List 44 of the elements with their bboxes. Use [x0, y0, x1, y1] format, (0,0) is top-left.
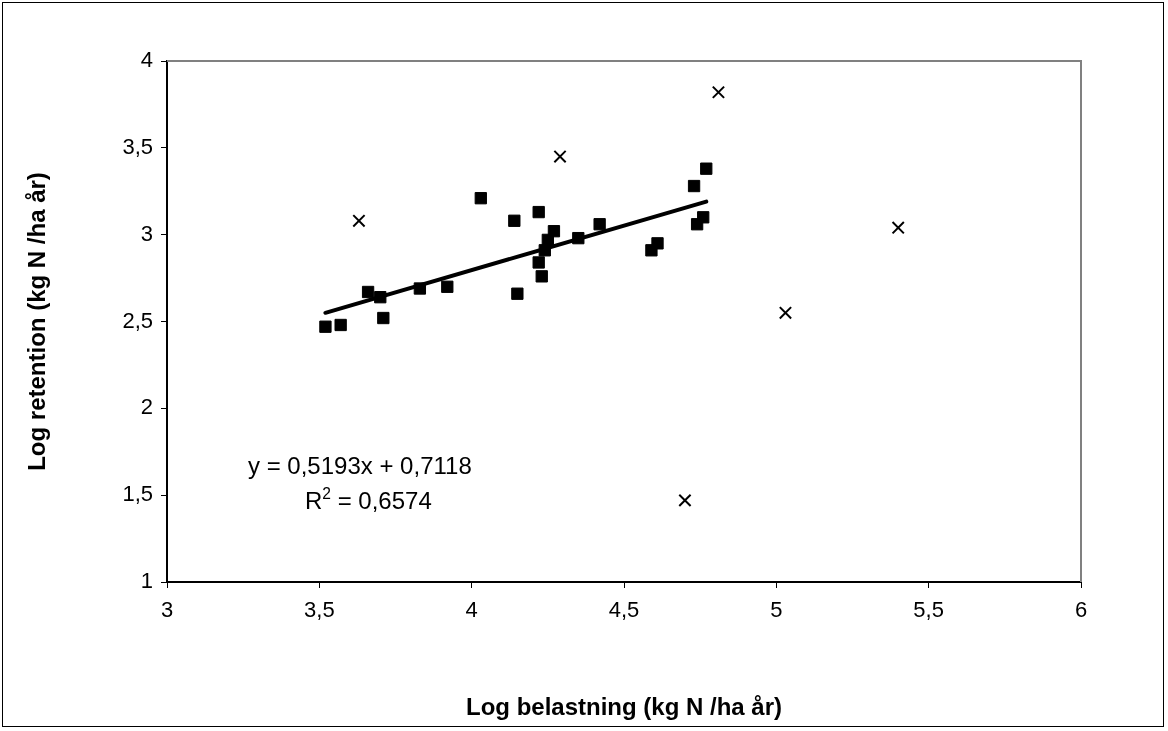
y-axis-title: Log retention (kg N /ha år): [23, 172, 51, 471]
point: [572, 231, 585, 245]
point: [553, 149, 567, 164]
point: [687, 179, 701, 193]
point: [508, 214, 521, 227]
x-tick-label: 5,5: [913, 597, 944, 623]
y-tick-label: 2,5: [122, 307, 153, 333]
y-tick-label: 1,5: [122, 481, 153, 507]
x-axis-title: Log belastning (kg N /ha år): [465, 693, 783, 721]
point: [891, 221, 905, 235]
annotation: y = 0,5193x + 0,7118: [248, 452, 472, 479]
y-tick-label: 3,5: [122, 133, 153, 159]
point: [697, 211, 710, 224]
point: [651, 237, 664, 250]
point: [535, 270, 548, 283]
point: [352, 214, 366, 228]
x-tick-label: 3: [160, 597, 174, 623]
point: [538, 244, 551, 257]
y-tick-label: 2: [140, 394, 153, 420]
point: [593, 218, 606, 231]
point: [413, 282, 427, 295]
point: [377, 311, 390, 325]
point: [474, 192, 487, 205]
x-tick-label: 3,5: [304, 597, 335, 623]
point: [778, 306, 793, 320]
y-tick-label: 1: [140, 568, 153, 594]
point: [532, 205, 545, 219]
point: [678, 493, 692, 508]
point: [441, 280, 454, 293]
x-tick-label: 6: [1074, 597, 1088, 623]
point: [547, 225, 561, 238]
x-tick-label: 4: [465, 597, 478, 623]
y-tick-label: 4: [140, 47, 153, 73]
x-tick-label: 5: [770, 597, 783, 623]
point: [361, 285, 375, 299]
point: [711, 85, 726, 99]
y-tick-label: 3: [140, 220, 153, 246]
point: [319, 320, 332, 333]
point: [511, 287, 524, 300]
point: [532, 256, 545, 269]
point: [374, 291, 387, 304]
point: [700, 162, 713, 175]
x-tick-label: 4,5: [608, 597, 640, 623]
point: [334, 318, 347, 332]
